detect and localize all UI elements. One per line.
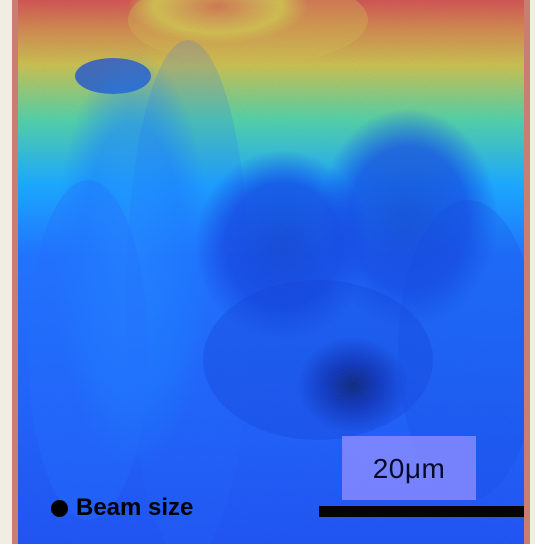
beam-dot-icon: [51, 499, 68, 517]
beam-size-label: Beam size: [76, 494, 194, 521]
scale-label-box: 20μm: [342, 436, 476, 500]
scale-bar: [319, 506, 524, 517]
scale-label: 20μm: [372, 453, 446, 484]
beam-size-legend: Beam size: [51, 493, 193, 523]
image-frame: 20μm Beam size: [12, 0, 530, 544]
intensity-map: [18, 0, 524, 544]
